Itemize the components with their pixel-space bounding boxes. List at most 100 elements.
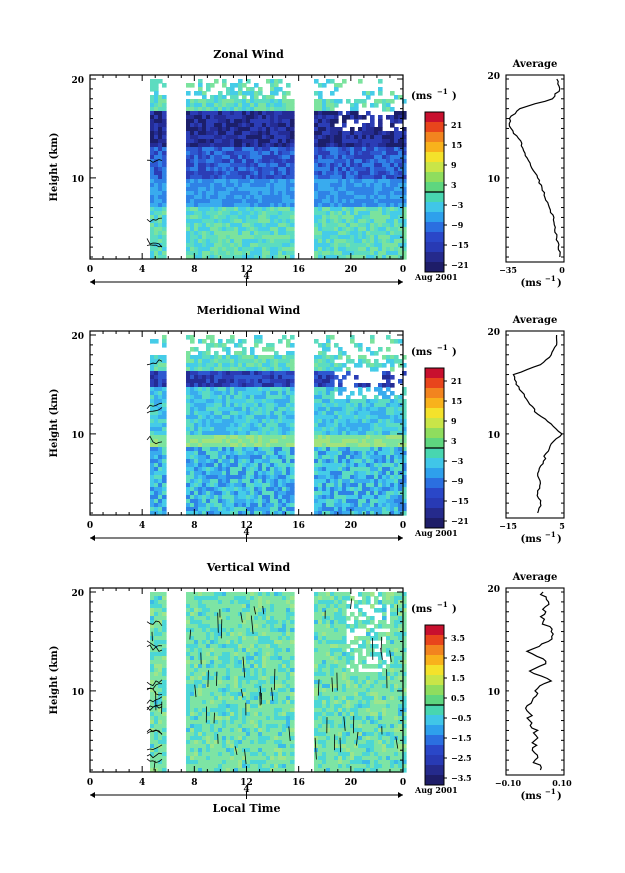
y-tick-label: 20 [71, 589, 84, 599]
x-tick-label: 0 [400, 778, 406, 788]
chart-title: Zonal Wind [213, 48, 284, 61]
x-tick-label: 20 [345, 265, 358, 275]
y-axis-label: Height (km) [49, 646, 60, 715]
colorbar-swatch [425, 398, 444, 409]
x-tick-label: 16 [292, 265, 305, 275]
colorbar-swatch [425, 725, 444, 736]
average-x-tick: 0.10 [552, 778, 572, 788]
colorbar-tick-label: −0.5 [451, 713, 472, 723]
colorbar-tick-label: 21 [451, 120, 462, 130]
colorbar-swatch [425, 675, 444, 686]
colorbar-tick-label: −3.5 [451, 773, 472, 783]
colorbar-swatch [425, 428, 444, 439]
colorbar-tick-label: −1.5 [451, 733, 472, 743]
x-tick-label: 20 [345, 521, 358, 531]
colorbar-swatch [425, 645, 444, 656]
x-tick-label: 4 [139, 778, 145, 788]
y-axis-label: Height (km) [49, 133, 60, 202]
y-tick-label: 20 [71, 76, 84, 86]
average-frame [505, 74, 565, 263]
average-profile: Average 20 10 −0.10 0.10 (ms −1) [487, 572, 572, 802]
date-label: Aug 2001 [414, 785, 458, 795]
average-x-label-exp: −1 [545, 530, 556, 539]
average-y-tick: 10 [487, 688, 500, 698]
colorbar-swatch [425, 438, 444, 449]
y-tick-label: 10 [71, 175, 84, 185]
colorbar-swatch [425, 222, 444, 233]
contour-lines [146, 159, 163, 248]
average-x-tick: 0 [559, 265, 565, 275]
heatmap-cells [150, 592, 407, 773]
date-tick: 4 [243, 528, 249, 538]
average-y-tick: 10 [487, 431, 500, 441]
x-axis: 0 4 8 12 16 20 0 [87, 331, 406, 531]
x-axis: 0 4 8 12 16 20 0 [87, 75, 406, 275]
colorbar-swatch [425, 518, 444, 529]
average-title: Average [512, 59, 558, 70]
y-axis: 20 10 Height (km) [49, 76, 403, 258]
colorbar-swatch [425, 488, 444, 499]
colorbar-swatch [425, 498, 444, 509]
colorbar-tick-label: 3.5 [451, 633, 465, 643]
colorbar-swatch [425, 378, 444, 389]
x-axis: 0 4 8 12 16 20 0 [87, 588, 406, 788]
date-arrow-right [398, 792, 403, 798]
colorbar-swatch [425, 775, 444, 786]
colorbar-swatch [425, 212, 444, 223]
date-axis: 4 Aug 2001 [90, 528, 458, 542]
colorbar-swatch [425, 122, 444, 133]
colorbar-swatch [425, 202, 444, 213]
colorbar-unit-paren: ) [452, 604, 457, 615]
colorbar-unit: (ms [411, 91, 432, 102]
colorbar: (ms −1) 21 15 9 3 −3 −9 −15 −21 [411, 87, 469, 273]
contour-lines [146, 598, 399, 771]
date-label: Aug 2001 [414, 272, 458, 282]
date-arrow-left [90, 792, 95, 798]
colorbar-tick-label: −21 [451, 516, 469, 526]
colorbar-tick-label: 21 [451, 376, 462, 386]
colorbar-unit-exp: −1 [437, 600, 448, 609]
colorbar-swatch [425, 252, 444, 263]
colorbar-tick-label: 0.5 [451, 693, 465, 703]
x-tick-label: 12 [240, 521, 253, 531]
colorbar-swatch [425, 625, 444, 636]
colorbar-tick-label: 2.5 [451, 653, 465, 663]
heatmap-cells [150, 335, 407, 516]
average-profile: Average 20 10 −15 5 (ms −1) [487, 315, 564, 545]
colorbar-swatch [425, 368, 444, 379]
colorbar-swatch [425, 182, 444, 193]
x-tick-label: 4 [139, 265, 145, 275]
x-tick-label: 8 [191, 778, 197, 788]
colorbar-swatch [425, 142, 444, 153]
colorbar-swatch [425, 665, 444, 676]
date-axis: 4 Aug 2001 Local Time [90, 785, 458, 815]
x-tick-label: 0 [87, 265, 93, 275]
colorbar-unit: (ms [411, 604, 432, 615]
average-frame [505, 330, 565, 519]
x-tick-label: 4 [139, 521, 145, 531]
colorbar-unit-exp: −1 [437, 343, 448, 352]
average-y-tick: 20 [487, 72, 500, 82]
chart-title: Meridional Wind [197, 304, 301, 317]
average-profile-line [512, 334, 563, 514]
average-x-label: (ms [521, 278, 542, 289]
colorbar-swatch [425, 242, 444, 253]
x-tick-label: 16 [292, 521, 305, 531]
average-x-label-exp: −1 [545, 787, 556, 796]
colorbar-tick-label: −3 [451, 456, 464, 466]
colorbar-tick-label: 9 [451, 160, 457, 170]
y-tick-label: 20 [71, 332, 84, 342]
date-arrow-right [398, 279, 403, 285]
colorbar-tick-label: 15 [451, 140, 462, 150]
colorbar-swatch [425, 635, 444, 646]
colorbar-tick-label: −9 [451, 220, 464, 230]
colorbar-tick-label: 3 [451, 436, 457, 446]
x-tick-label: 0 [87, 521, 93, 531]
colorbar-swatch [425, 172, 444, 183]
colorbar-swatch [425, 745, 444, 756]
colorbar-tick-label: −3 [451, 200, 464, 210]
y-tick-label: 10 [71, 688, 84, 698]
average-profile: Average 20 10 −35 0 (ms −1) [487, 59, 565, 289]
x-tick-label: 0 [87, 778, 93, 788]
